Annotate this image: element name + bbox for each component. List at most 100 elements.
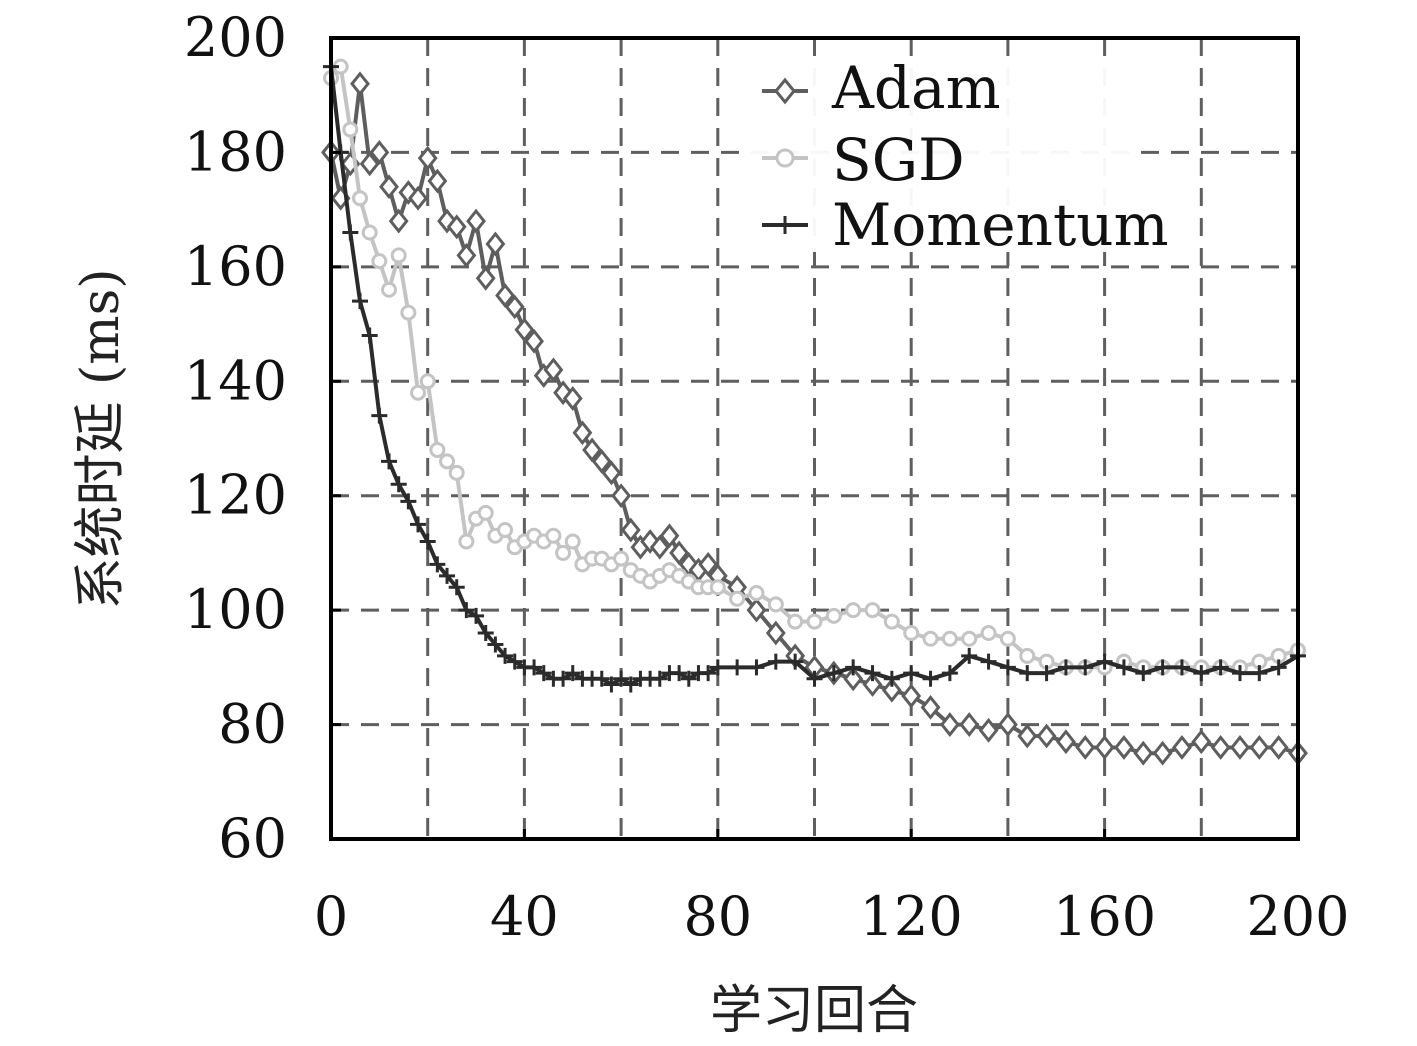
data-point-momentum <box>864 665 881 682</box>
data-point-sgd <box>864 602 881 619</box>
data-point-momentum <box>1270 659 1287 676</box>
data-point-adam <box>475 265 496 291</box>
data-point-adam <box>417 145 438 171</box>
data-point-sgd <box>400 304 417 321</box>
x-tick-label: 200 <box>1246 885 1349 948</box>
data-point-sgd <box>477 504 494 521</box>
data-point-momentum <box>1019 665 1036 682</box>
legend-label-sgd: SGD <box>832 126 965 194</box>
data-point-adam <box>495 283 515 308</box>
data-point-adam <box>620 517 641 543</box>
data-point-momentum <box>342 224 359 241</box>
y-tick-label: 120 <box>184 464 287 527</box>
data-point-momentum <box>680 670 697 687</box>
data-point-momentum <box>787 653 804 670</box>
y-tick-label: 160 <box>184 235 287 298</box>
x-tick-label: 160 <box>1053 885 1156 948</box>
data-point-sgd <box>980 625 997 642</box>
data-point-sgd <box>564 533 581 550</box>
data-point-momentum <box>361 327 378 344</box>
data-point-momentum <box>651 670 668 687</box>
data-point-momentum <box>883 670 900 687</box>
data-point-adam <box>456 243 477 268</box>
x-tick-label: 80 <box>683 885 752 948</box>
data-point-sgd <box>419 373 436 390</box>
data-point-adam <box>1191 729 1212 755</box>
y-tick-label: 80 <box>218 693 287 756</box>
data-point-momentum <box>999 659 1016 676</box>
data-point-adam <box>669 540 690 566</box>
data-point-momentum <box>410 516 427 533</box>
data-point-momentum <box>477 625 494 642</box>
data-point-sgd <box>342 121 359 138</box>
data-point-sgd <box>497 522 514 539</box>
data-point-adam <box>901 683 922 709</box>
ticks-layer: 0 40 80 120 160 200 60 80 100 120 140 160 180 200 <box>184 6 1350 948</box>
data-point-momentum <box>1077 659 1094 676</box>
data-point-momentum <box>448 579 465 596</box>
y-axis-label: 系统时延 (ms) <box>71 268 131 609</box>
data-point-momentum <box>555 670 572 687</box>
data-point-momentum <box>487 636 504 653</box>
data-point-momentum <box>1193 665 1210 682</box>
legend-marker-adam <box>774 77 796 105</box>
data-point-momentum <box>1115 659 1132 676</box>
data-point-momentum <box>825 665 842 682</box>
data-point-momentum <box>458 602 475 619</box>
data-point-sgd <box>429 441 446 458</box>
data-point-adam <box>1172 735 1192 760</box>
data-point-momentum <box>941 665 958 682</box>
data-point-momentum <box>497 647 514 664</box>
plot-frame <box>329 36 1300 841</box>
data-point-adam <box>1017 723 1038 749</box>
data-point-sgd <box>371 253 388 270</box>
data-point-adam <box>350 71 370 97</box>
data-point-adam <box>1075 735 1096 760</box>
data-point-adam <box>1036 723 1057 749</box>
data-point-adam <box>591 448 612 474</box>
data-point-momentum <box>903 665 920 682</box>
data-point-adam <box>427 168 448 194</box>
data-point-momentum <box>671 665 688 682</box>
data-point-momentum <box>845 659 862 676</box>
data-point-sgd <box>748 584 765 601</box>
data-point-sgd <box>767 596 784 613</box>
data-point-momentum <box>922 670 939 687</box>
data-point-adam <box>601 460 622 486</box>
data-point-adam <box>514 317 535 343</box>
data-point-adam <box>978 717 999 743</box>
legend: Adam SGD Momentum <box>748 54 1169 259</box>
data-point-adam <box>466 208 486 234</box>
data-point-adam <box>1249 735 1270 760</box>
y-tick-label: 180 <box>184 120 287 183</box>
data-point-sgd <box>613 550 630 567</box>
legend-marker-sgd <box>775 148 795 168</box>
data-point-momentum <box>806 670 823 687</box>
x-axis-label: 学习回合 <box>710 981 918 1041</box>
data-point-adam <box>359 151 380 177</box>
data-point-momentum <box>613 670 630 687</box>
data-point-momentum <box>371 407 388 424</box>
data-point-adam <box>649 534 670 560</box>
data-point-momentum <box>468 607 485 624</box>
data-point-adam <box>881 677 902 703</box>
data-point-adam <box>398 180 419 205</box>
data-point-momentum <box>729 659 746 676</box>
data-point-momentum <box>400 493 417 510</box>
data-point-sgd <box>941 630 958 647</box>
data-point-adam <box>379 174 399 200</box>
data-point-sgd <box>922 630 939 647</box>
legend-item-momentum: Momentum <box>762 191 1169 259</box>
data-point-momentum <box>709 659 726 676</box>
data-point-adam <box>485 231 506 257</box>
data-point-sgd <box>390 247 407 264</box>
data-point-adam <box>1094 735 1115 760</box>
y-tick-label: 60 <box>218 807 287 870</box>
data-point-adam <box>582 437 603 463</box>
series-layer <box>321 58 1308 766</box>
data-point-adam <box>1055 729 1076 755</box>
series-momentum <box>323 58 1306 693</box>
data-point-momentum <box>622 676 639 693</box>
x-tick-label: 0 <box>314 885 348 948</box>
